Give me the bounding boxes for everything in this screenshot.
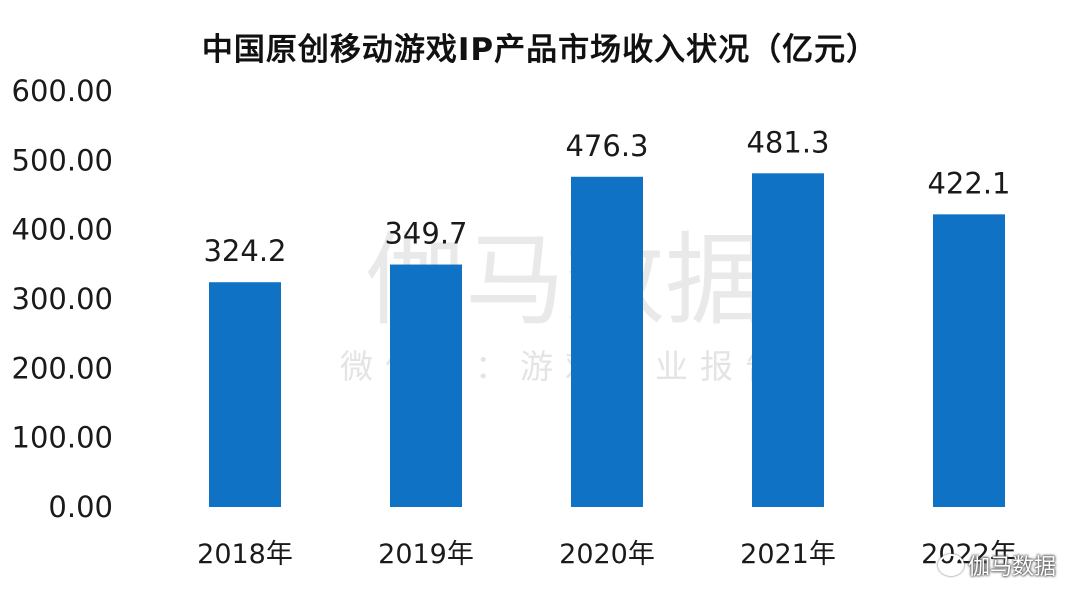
bar <box>390 264 462 507</box>
x-tick-label: 2022年 <box>921 539 1017 570</box>
y-tick-label: 100.00 <box>12 421 113 455</box>
y-tick-label: 0.00 <box>48 490 113 524</box>
chart-title: 中国原创移动游戏IP产品市场收入状况（亿元） <box>201 32 879 68</box>
x-tick-label: 2018年 <box>197 539 293 570</box>
x-axis: 2018年 2019年 2020年 2021年 2022年 <box>197 539 1017 570</box>
data-label: 481.3 <box>746 125 829 159</box>
weibo-icon <box>937 554 964 576</box>
x-tick-label: 2021年 <box>740 539 836 570</box>
y-tick-label: 200.00 <box>12 351 113 385</box>
y-tick-label: 400.00 <box>12 213 113 247</box>
data-label: 422.1 <box>927 166 1010 200</box>
corner-watermark: 伽马数据 <box>937 549 1056 581</box>
y-tick-label: 600.00 <box>12 74 113 108</box>
bar <box>209 282 281 507</box>
bar <box>752 173 824 508</box>
y-tick-label: 300.00 <box>12 282 113 316</box>
y-tick-label: 500.00 <box>12 143 113 177</box>
data-label: 324.2 <box>203 234 286 268</box>
data-label: 349.7 <box>384 217 467 251</box>
bars: 324.2 349.7 476.3 481.3 422.1 <box>203 125 1011 508</box>
data-label: 476.3 <box>565 129 648 163</box>
corner-watermark-text: 伽马数据 <box>967 555 1056 580</box>
x-tick-label: 2019年 <box>378 539 474 570</box>
y-axis: 0.00 100.00 200.00 300.00 400.00 500.00 600.00 <box>12 74 113 524</box>
bar <box>933 214 1005 507</box>
x-tick-label: 2020年 <box>559 539 655 570</box>
bar <box>571 176 643 508</box>
